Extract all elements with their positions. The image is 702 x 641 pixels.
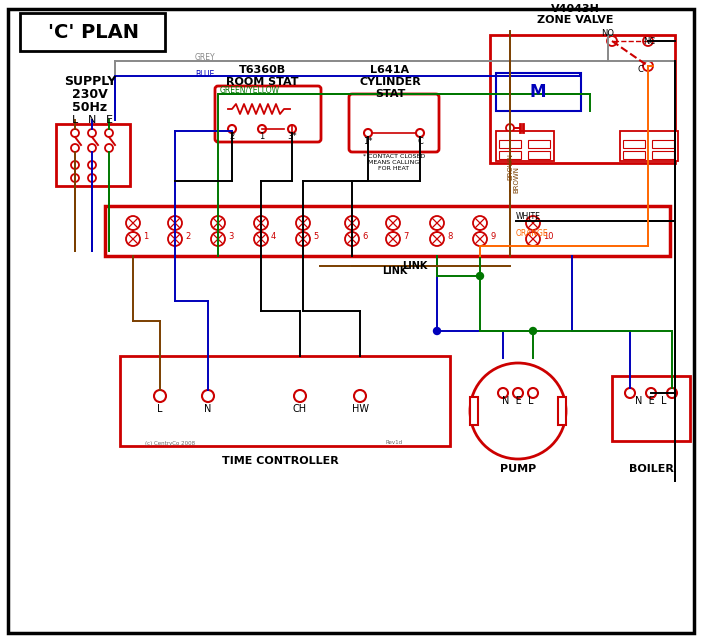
Text: 7: 7 (403, 231, 409, 240)
Text: E: E (105, 115, 112, 125)
Text: STAT: STAT (375, 89, 405, 99)
Text: L: L (157, 404, 163, 414)
Text: 9: 9 (490, 231, 495, 240)
Text: L641A: L641A (371, 65, 409, 75)
Text: 1: 1 (259, 131, 265, 140)
FancyBboxPatch shape (652, 140, 674, 148)
Text: WHITE: WHITE (516, 212, 541, 221)
FancyBboxPatch shape (496, 131, 554, 161)
Text: 8: 8 (447, 231, 452, 240)
Text: HW: HW (352, 404, 369, 414)
Circle shape (529, 328, 536, 335)
FancyBboxPatch shape (652, 151, 674, 159)
Text: ROOM STAT: ROOM STAT (226, 77, 298, 87)
FancyBboxPatch shape (528, 151, 550, 159)
Text: 3: 3 (228, 231, 233, 240)
Text: 'C' PLAN: 'C' PLAN (48, 22, 138, 42)
Text: T6360B: T6360B (239, 65, 286, 75)
Text: 3*: 3* (287, 131, 297, 140)
FancyBboxPatch shape (499, 151, 521, 159)
FancyBboxPatch shape (105, 206, 670, 256)
Text: LINK: LINK (383, 266, 408, 276)
Text: BOILER: BOILER (628, 464, 673, 474)
FancyBboxPatch shape (623, 140, 645, 148)
Text: N: N (88, 115, 96, 125)
Text: N  E  L: N E L (635, 396, 667, 406)
Text: 1: 1 (143, 231, 148, 240)
FancyBboxPatch shape (558, 397, 566, 425)
FancyBboxPatch shape (20, 13, 165, 51)
Text: SUPPLY: SUPPLY (64, 74, 116, 88)
Text: NO: NO (602, 28, 614, 38)
Text: BLUE: BLUE (195, 69, 214, 78)
Circle shape (477, 272, 484, 279)
FancyBboxPatch shape (470, 397, 478, 425)
Text: TIME CONTROLLER: TIME CONTROLLER (222, 456, 338, 466)
Text: CH: CH (293, 404, 307, 414)
FancyBboxPatch shape (490, 35, 675, 163)
Text: FOR HEAT: FOR HEAT (378, 165, 409, 171)
Text: MEANS CALLING: MEANS CALLING (369, 160, 420, 165)
Text: BROWN: BROWN (513, 165, 519, 192)
Text: CYLINDER: CYLINDER (359, 77, 421, 87)
Text: PUMP: PUMP (500, 464, 536, 474)
Text: 5: 5 (313, 231, 318, 240)
Text: N  E  L: N E L (502, 396, 534, 406)
FancyBboxPatch shape (499, 140, 521, 148)
Text: 50Hz: 50Hz (72, 101, 107, 113)
Text: L: L (72, 115, 78, 125)
Text: 1*: 1* (363, 137, 373, 146)
FancyBboxPatch shape (120, 356, 450, 446)
Text: C: C (637, 65, 643, 74)
Text: M: M (530, 83, 546, 101)
Text: ORANGE: ORANGE (516, 228, 549, 238)
Text: * CONTACT CLOSED: * CONTACT CLOSED (363, 153, 425, 158)
Text: 4: 4 (271, 231, 277, 240)
FancyBboxPatch shape (620, 131, 678, 161)
Text: 2: 2 (230, 131, 234, 140)
FancyBboxPatch shape (349, 94, 439, 152)
Text: Rev1d: Rev1d (385, 440, 402, 445)
Text: GREEN/YELLOW: GREEN/YELLOW (220, 85, 280, 94)
Text: C: C (417, 137, 423, 146)
FancyBboxPatch shape (623, 151, 645, 159)
Circle shape (434, 328, 440, 335)
FancyBboxPatch shape (56, 124, 130, 186)
FancyBboxPatch shape (496, 73, 581, 111)
Text: 2: 2 (185, 231, 190, 240)
Text: NC: NC (643, 37, 655, 46)
Text: N: N (204, 404, 212, 414)
Text: GREY: GREY (195, 53, 216, 62)
Text: ZONE VALVE: ZONE VALVE (537, 15, 614, 25)
Text: BROWN: BROWN (507, 153, 513, 179)
Text: LINK: LINK (402, 261, 428, 271)
Text: (c) CentryCo 2008: (c) CentryCo 2008 (145, 440, 195, 445)
Text: 10: 10 (543, 231, 553, 240)
FancyBboxPatch shape (612, 376, 690, 441)
Text: V4043H: V4043H (550, 4, 600, 14)
FancyBboxPatch shape (528, 140, 550, 148)
Text: 230V: 230V (72, 88, 108, 101)
FancyBboxPatch shape (215, 86, 321, 142)
FancyBboxPatch shape (8, 9, 694, 633)
Text: 6: 6 (362, 231, 367, 240)
